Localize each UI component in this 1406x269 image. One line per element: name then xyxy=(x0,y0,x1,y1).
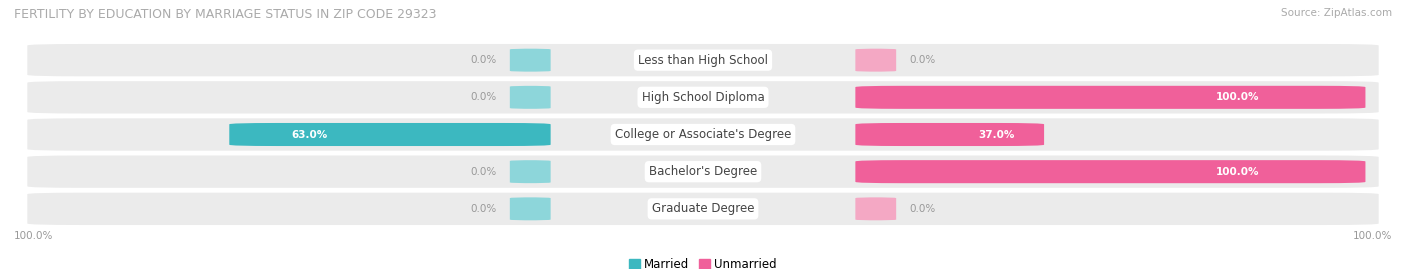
Text: Less than High School: Less than High School xyxy=(638,54,768,67)
FancyBboxPatch shape xyxy=(27,193,1379,225)
FancyBboxPatch shape xyxy=(27,81,1379,114)
Text: 100.0%: 100.0% xyxy=(1353,231,1392,240)
FancyBboxPatch shape xyxy=(27,44,1379,76)
FancyBboxPatch shape xyxy=(855,160,1365,183)
Text: FERTILITY BY EDUCATION BY MARRIAGE STATUS IN ZIP CODE 29323: FERTILITY BY EDUCATION BY MARRIAGE STATU… xyxy=(14,8,436,21)
Text: Graduate Degree: Graduate Degree xyxy=(652,202,754,215)
FancyBboxPatch shape xyxy=(510,197,551,220)
FancyBboxPatch shape xyxy=(510,86,551,109)
Text: 0.0%: 0.0% xyxy=(910,204,935,214)
Text: 0.0%: 0.0% xyxy=(471,167,496,177)
FancyBboxPatch shape xyxy=(510,160,551,183)
Text: College or Associate's Degree: College or Associate's Degree xyxy=(614,128,792,141)
Text: High School Diploma: High School Diploma xyxy=(641,91,765,104)
Text: Source: ZipAtlas.com: Source: ZipAtlas.com xyxy=(1281,8,1392,18)
FancyBboxPatch shape xyxy=(229,123,551,146)
FancyBboxPatch shape xyxy=(855,123,1045,146)
Text: 63.0%: 63.0% xyxy=(291,129,328,140)
FancyBboxPatch shape xyxy=(27,155,1379,188)
Text: 0.0%: 0.0% xyxy=(471,204,496,214)
FancyBboxPatch shape xyxy=(855,86,1365,109)
FancyBboxPatch shape xyxy=(510,49,551,72)
Legend: Married, Unmarried: Married, Unmarried xyxy=(624,253,782,269)
Text: Bachelor's Degree: Bachelor's Degree xyxy=(650,165,756,178)
Text: 100.0%: 100.0% xyxy=(1216,92,1260,102)
Text: 100.0%: 100.0% xyxy=(1216,167,1260,177)
Text: 0.0%: 0.0% xyxy=(910,55,935,65)
Text: 100.0%: 100.0% xyxy=(14,231,53,240)
Text: 0.0%: 0.0% xyxy=(471,92,496,102)
Text: 37.0%: 37.0% xyxy=(979,129,1015,140)
Text: 0.0%: 0.0% xyxy=(471,55,496,65)
FancyBboxPatch shape xyxy=(855,49,896,72)
FancyBboxPatch shape xyxy=(855,197,896,220)
FancyBboxPatch shape xyxy=(27,118,1379,151)
